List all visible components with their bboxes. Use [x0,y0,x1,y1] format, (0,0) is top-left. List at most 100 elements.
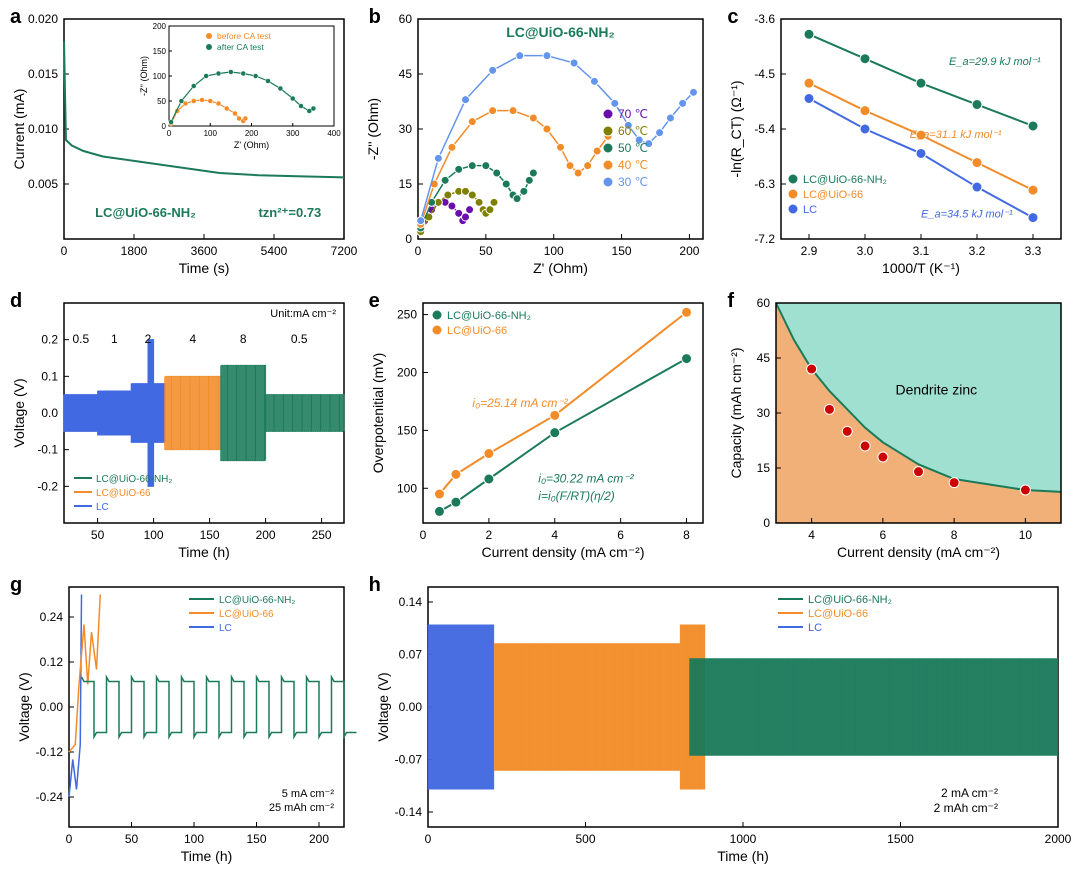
svg-text:-7.2: -7.2 [755,232,776,246]
svg-text:2000: 2000 [1044,832,1071,846]
svg-text:100: 100 [543,244,563,258]
svg-text:4: 4 [809,528,816,542]
svg-text:250: 250 [312,528,332,542]
svg-text:LC: LC [803,204,817,216]
svg-text:LC: LC [808,622,822,634]
svg-text:5400: 5400 [261,244,288,258]
svg-text:-4.5: -4.5 [755,67,776,81]
svg-text:0.5: 0.5 [291,332,308,346]
svg-text:45: 45 [757,351,771,365]
svg-text:15: 15 [757,461,771,475]
svg-text:Z' (Ohm): Z' (Ohm) [234,140,269,150]
svg-text:Voltage (V): Voltage (V) [16,672,32,741]
svg-text:1500: 1500 [887,832,914,846]
svg-text:4: 4 [551,528,558,542]
svg-text:-ln(R_CT) (Ω⁻¹): -ln(R_CT) (Ω⁻¹) [728,80,744,177]
svg-text:250: 250 [397,308,417,322]
panel-a: a018003600540072000.0050.0100.0150.020Ti… [4,4,359,284]
panel-label: h [369,574,381,597]
panel-label: f [727,290,734,313]
svg-text:Time (h): Time (h) [717,848,769,864]
svg-text:0.00: 0.00 [40,700,64,714]
svg-text:0.2: 0.2 [41,333,58,347]
svg-text:3.2: 3.2 [969,244,986,258]
svg-text:LC@UiO-66-NH₂: LC@UiO-66-NH₂ [447,310,531,322]
svg-text:0.020: 0.020 [28,12,58,26]
svg-text:3.1: 3.1 [913,244,930,258]
svg-text:i₀=25.14 mA cm⁻²: i₀=25.14 mA cm⁻² [472,396,568,410]
svg-text:LC@UiO-66: LC@UiO-66 [447,325,507,337]
svg-text:45: 45 [398,67,412,81]
svg-text:-Z'' (Ohm): -Z'' (Ohm) [365,98,381,160]
svg-text:200: 200 [153,22,167,31]
svg-text:8: 8 [240,332,247,346]
panel-e: e02468100150200250Current density (mA cm… [363,288,718,568]
svg-text:tzn²⁺=0.73: tzn²⁺=0.73 [258,205,321,220]
svg-text:30: 30 [398,122,412,136]
svg-text:1800: 1800 [121,244,148,258]
svg-text:200: 200 [245,129,259,138]
svg-text:0: 0 [167,129,172,138]
svg-text:-0.2: -0.2 [37,479,58,493]
svg-text:3.0: 3.0 [857,244,874,258]
svg-text:2 mA cm⁻²: 2 mA cm⁻² [941,786,998,800]
svg-text:LC@UiO-66: LC@UiO-66 [96,488,151,499]
svg-text:3600: 3600 [191,244,218,258]
svg-text:LC@UiO-66-NH₂: LC@UiO-66-NH₂ [95,205,196,220]
svg-text:i=i₀(F/RT)(η/2): i=i₀(F/RT)(η/2) [538,489,615,503]
svg-text:-Z'' (Ohm): -Z'' (Ohm) [139,56,149,96]
svg-text:before CA test: before CA test [217,31,272,41]
svg-text:3.3: 3.3 [1025,244,1042,258]
svg-text:LC@UiO-66-NH₂: LC@UiO-66-NH₂ [96,474,172,485]
svg-text:40 ℃: 40 ℃ [618,158,648,172]
svg-text:0.005: 0.005 [28,177,58,191]
svg-text:-0.1: -0.1 [37,443,58,457]
svg-text:4: 4 [189,332,196,346]
svg-text:150: 150 [246,832,266,846]
svg-text:0.24: 0.24 [40,610,64,624]
svg-text:Time (h): Time (h) [178,544,230,560]
panel-h: h0500100015002000-0.14-0.070.000.070.14T… [363,572,1076,872]
svg-text:LC: LC [219,623,232,634]
svg-text:0.14: 0.14 [398,595,422,609]
svg-text:Dendrite zinc: Dendrite zinc [896,382,978,398]
svg-text:6: 6 [617,528,624,542]
svg-text:50: 50 [125,832,139,846]
panel-label: e [369,290,380,313]
svg-text:LC@UiO-66-NH₂: LC@UiO-66-NH₂ [803,174,887,186]
svg-text:-0.24: -0.24 [36,790,64,804]
svg-text:30: 30 [757,406,771,420]
svg-text:100: 100 [204,129,218,138]
svg-text:Current density (mA cm⁻²): Current density (mA cm⁻²) [481,544,644,560]
svg-text:LC: LC [96,502,109,513]
svg-text:-5.4: -5.4 [755,122,776,136]
svg-text:Voltage (V): Voltage (V) [375,672,391,741]
svg-text:0: 0 [424,832,431,846]
svg-text:50: 50 [91,528,105,542]
svg-text:200: 200 [256,528,276,542]
svg-text:2: 2 [485,528,492,542]
svg-text:-3.6: -3.6 [755,12,776,26]
svg-text:0: 0 [61,244,68,258]
panel-c: c2.93.03.13.23.3-7.2-6.3-5.4-4.5-3.61000… [721,4,1076,284]
svg-text:2: 2 [145,332,152,346]
panel-label: b [369,6,381,29]
svg-text:LC@UiO-66-NH₂: LC@UiO-66-NH₂ [506,24,615,40]
svg-text:0.1: 0.1 [41,369,58,383]
svg-text:8: 8 [951,528,958,542]
svg-text:after CA test: after CA test [217,42,264,52]
svg-text:200: 200 [679,244,699,258]
panel-d: d50100150200250-0.2-0.10.00.10.2Time (h)… [4,288,359,568]
svg-text:400: 400 [327,129,341,138]
svg-text:2.9: 2.9 [801,244,818,258]
svg-text:-0.14: -0.14 [394,805,422,819]
svg-text:0.015: 0.015 [28,67,58,81]
svg-text:0.0: 0.0 [41,406,58,420]
svg-text:LC@UiO-66: LC@UiO-66 [808,608,868,620]
svg-text:0: 0 [66,832,73,846]
svg-text:0.07: 0.07 [398,648,422,662]
svg-text:LC@UiO-66-NH₂: LC@UiO-66-NH₂ [219,595,295,606]
svg-text:Z' (Ohm): Z' (Ohm) [533,260,588,276]
svg-text:8: 8 [683,528,690,542]
svg-text:6: 6 [880,528,887,542]
